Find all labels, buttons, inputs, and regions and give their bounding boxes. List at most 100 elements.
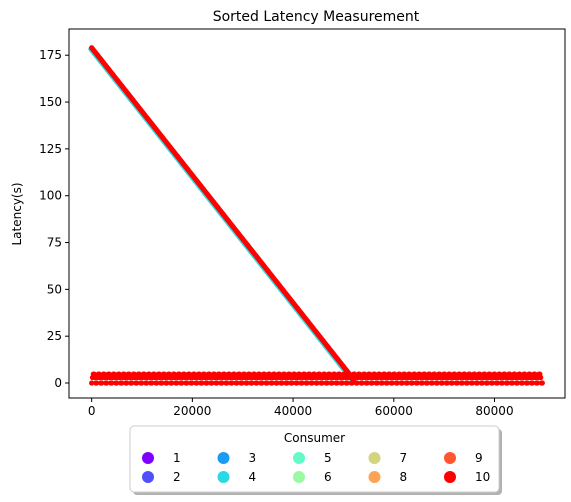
legend-marker-4 bbox=[217, 471, 230, 483]
data-point-750 bbox=[279, 380, 285, 386]
legend-marker-2 bbox=[142, 471, 154, 483]
data-point-576 bbox=[134, 380, 140, 386]
data-point-702 bbox=[239, 380, 245, 386]
data-point-600 bbox=[154, 380, 160, 386]
data-point-948 bbox=[444, 380, 450, 386]
chart-title: Sorted Latency Measurement bbox=[213, 9, 420, 25]
legend-label-7: 7 bbox=[400, 451, 408, 465]
axes: 0 20000 40000 60000 80000 0 25 50 75 100 125 150 175 bbox=[39, 28, 566, 418]
x-tick-label-4: 80000 bbox=[475, 404, 513, 418]
y-tick-label-3: 75 bbox=[47, 236, 62, 250]
legend: Consumer 1 2 3 4 5 6 7 8 9 10 bbox=[129, 425, 502, 495]
data-point-822 bbox=[339, 380, 345, 386]
data-point-534 bbox=[99, 380, 105, 386]
data-point-1062 bbox=[539, 380, 545, 386]
data-point-582 bbox=[139, 380, 145, 386]
legend-label-1: 1 bbox=[173, 451, 181, 465]
data-point-756 bbox=[284, 380, 290, 386]
data-point-660 bbox=[204, 380, 210, 386]
data-point-1060 bbox=[538, 374, 544, 381]
data-point-678 bbox=[219, 380, 225, 386]
data-point-990 bbox=[479, 380, 485, 386]
data-point-978 bbox=[469, 380, 475, 386]
y-tick-label-5: 125 bbox=[39, 142, 62, 156]
x-tick-label-0: 0 bbox=[88, 404, 96, 418]
x-tick-label-1: 20000 bbox=[173, 404, 211, 418]
data-point-636 bbox=[184, 380, 190, 386]
data-point-846 bbox=[359, 380, 365, 386]
data-point-828 bbox=[344, 380, 350, 386]
y-tick-label-7: 175 bbox=[39, 48, 62, 62]
legend-label-3: 3 bbox=[249, 451, 257, 465]
data-point-936 bbox=[434, 380, 440, 386]
data-point-606 bbox=[159, 380, 165, 386]
y-tick-label-2: 50 bbox=[47, 282, 62, 296]
legend-marker-8 bbox=[368, 471, 381, 483]
data-point-876 bbox=[384, 380, 390, 386]
data-point-696 bbox=[234, 380, 240, 386]
legend-label-10: 10 bbox=[475, 470, 490, 484]
data-point-1008 bbox=[494, 380, 500, 386]
data-point-888 bbox=[394, 380, 400, 386]
data-point-1050 bbox=[529, 380, 535, 386]
data-point-864 bbox=[374, 380, 380, 386]
data-point-522 bbox=[89, 380, 95, 386]
data-point-816 bbox=[334, 380, 340, 386]
data-point-984 bbox=[474, 380, 480, 386]
data-point-834 bbox=[349, 380, 355, 386]
plot-frame bbox=[68, 28, 566, 399]
legend-label-8: 8 bbox=[400, 470, 408, 484]
legend-marker-9 bbox=[444, 452, 456, 464]
data-point-618 bbox=[169, 380, 175, 386]
data-point-726 bbox=[259, 380, 265, 386]
data-point-924 bbox=[424, 380, 430, 386]
data-point-870 bbox=[379, 380, 385, 386]
data-point-882 bbox=[389, 380, 395, 386]
x-tick-label-2: 40000 bbox=[274, 404, 312, 418]
y-axis-label: Latency(s) bbox=[10, 182, 24, 245]
legend-marker-3 bbox=[217, 452, 230, 464]
data-point-840 bbox=[354, 380, 360, 386]
legend-label-2: 2 bbox=[173, 470, 181, 484]
y-tick-label-6: 150 bbox=[39, 95, 62, 109]
data-point-786 bbox=[309, 380, 315, 386]
y-tick-label-4: 100 bbox=[39, 189, 62, 203]
data-point-732 bbox=[264, 380, 270, 386]
data-point-744 bbox=[274, 380, 280, 386]
data-point-768 bbox=[294, 380, 300, 386]
y-tick-label-0: 0 bbox=[54, 376, 62, 390]
data-point-1056 bbox=[534, 380, 540, 386]
data-point-648 bbox=[194, 380, 200, 386]
data-point-1020 bbox=[504, 380, 510, 386]
data-point-996 bbox=[484, 380, 490, 386]
data-point-690 bbox=[229, 380, 235, 386]
data-point-546 bbox=[109, 380, 115, 386]
data-point-624 bbox=[174, 380, 180, 386]
data-point-942 bbox=[439, 380, 445, 386]
data-point-1038 bbox=[519, 380, 525, 386]
data-point-1014 bbox=[499, 380, 505, 386]
data-point-906 bbox=[409, 380, 415, 386]
data-point-852 bbox=[364, 380, 370, 386]
data-point-912 bbox=[414, 380, 420, 386]
data-point-972 bbox=[464, 380, 470, 386]
data-point-642 bbox=[189, 380, 195, 386]
data-point-1044 bbox=[524, 380, 530, 386]
data-point-630 bbox=[179, 380, 185, 386]
data-point-792 bbox=[314, 380, 320, 386]
legend-marker-6 bbox=[293, 471, 305, 483]
legend-label-4: 4 bbox=[249, 470, 257, 484]
data-point-564 bbox=[124, 380, 130, 386]
data-point-774 bbox=[299, 380, 305, 386]
data-point-654 bbox=[199, 380, 205, 386]
data-point-966 bbox=[459, 380, 465, 386]
data-point-552 bbox=[114, 380, 120, 386]
legend-title: Consumer bbox=[284, 431, 345, 445]
data-point-570 bbox=[129, 380, 135, 386]
data-point-894 bbox=[399, 380, 405, 386]
data-point-762 bbox=[289, 380, 295, 386]
data-point-804 bbox=[324, 380, 330, 386]
x-tick-label-3: 60000 bbox=[375, 404, 413, 418]
data-point-930 bbox=[429, 380, 435, 386]
